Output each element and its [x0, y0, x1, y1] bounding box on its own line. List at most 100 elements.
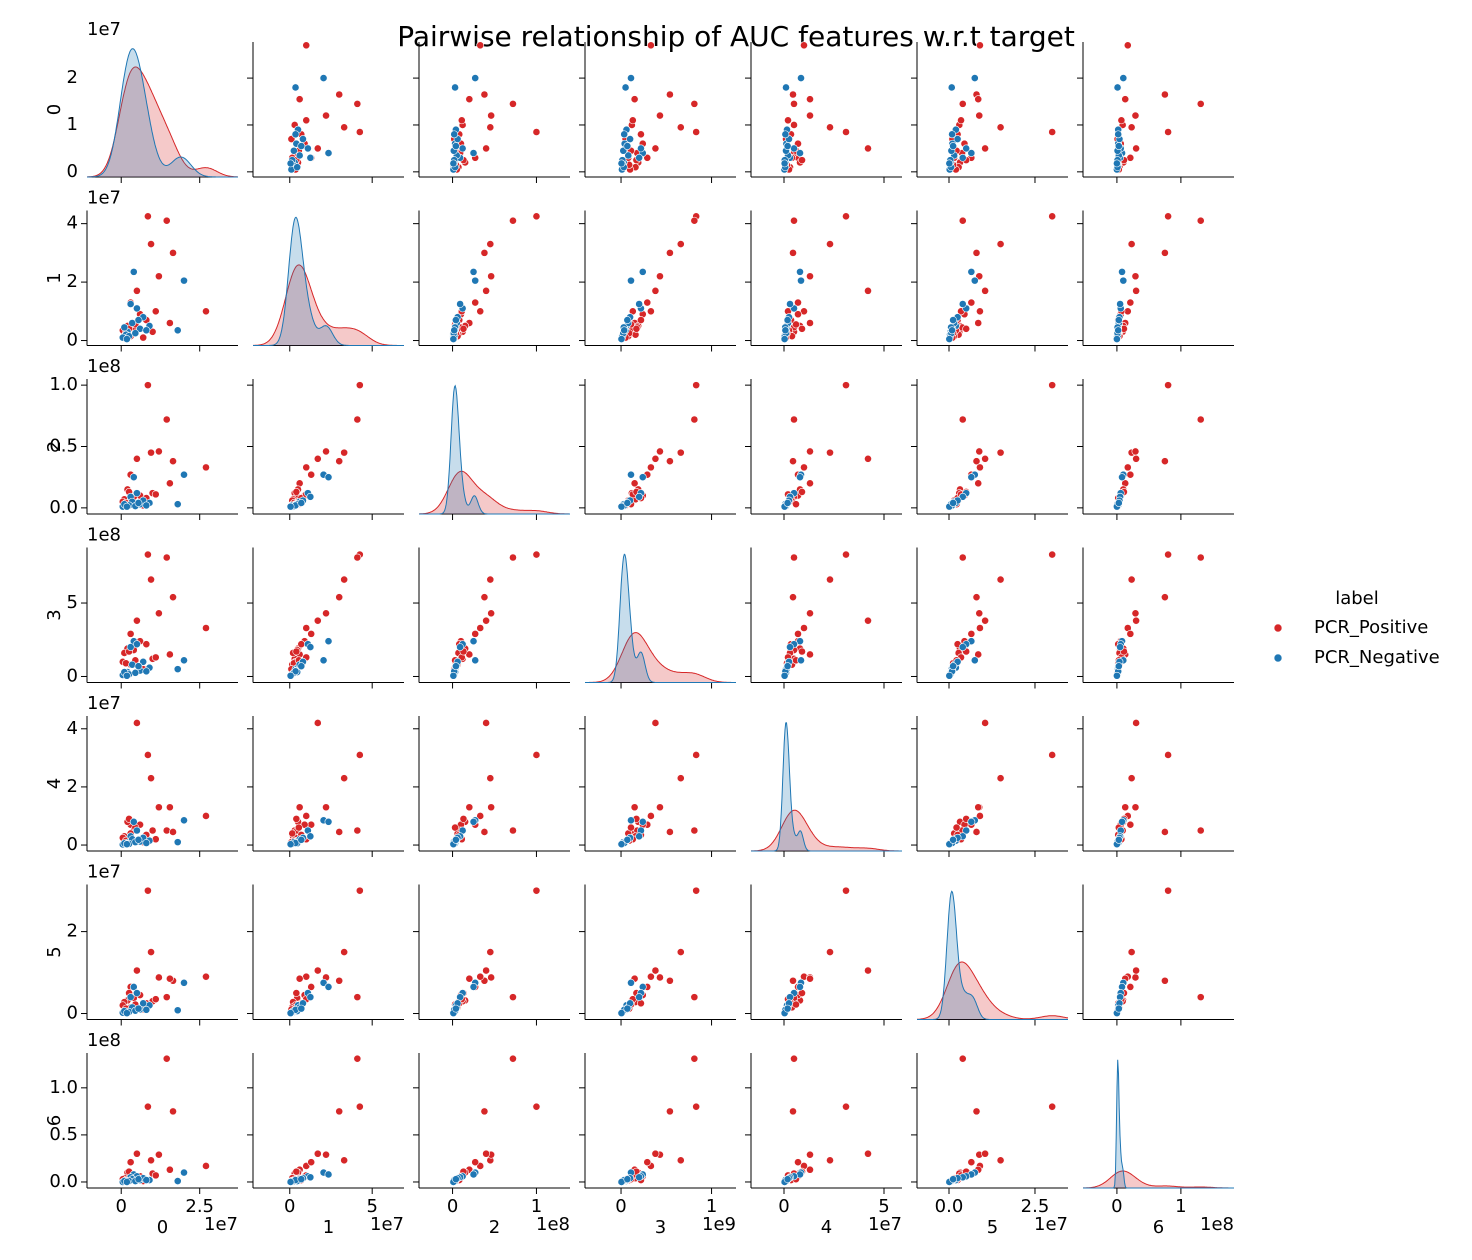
scatter-point — [975, 111, 984, 120]
scatter-point — [1126, 298, 1135, 307]
scatter-point — [1127, 948, 1136, 956]
panel: 0.0 2.5 — [911, 1053, 1068, 1217]
scatter-point — [1131, 973, 1140, 982]
panel — [413, 547, 570, 689]
scatter-point — [169, 1107, 177, 1116]
scatter-point — [457, 116, 466, 125]
y-axis-label: 2 — [44, 441, 65, 452]
scatter-point — [949, 499, 958, 507]
scatter-point — [353, 415, 362, 424]
scatter-point — [949, 662, 958, 671]
scatter-point — [480, 593, 489, 602]
scatter-point — [789, 976, 797, 985]
scatter-point — [340, 948, 349, 956]
scatter-point — [638, 267, 647, 276]
panel — [247, 884, 404, 1026]
scatter-point — [486, 774, 495, 783]
scatter-point — [173, 500, 182, 509]
scatter-point — [465, 95, 474, 104]
y-axis-label: 5 — [44, 946, 65, 957]
scatter-point — [1196, 216, 1205, 225]
scatter-point — [623, 1175, 632, 1184]
scatter-point — [469, 1170, 478, 1179]
scatter-point — [292, 1167, 301, 1176]
scatter-point — [180, 1168, 188, 1177]
scatter-point — [949, 316, 958, 324]
scatter-point — [690, 415, 699, 424]
scatter-point — [676, 1156, 685, 1165]
scatter-point — [623, 1004, 632, 1013]
x-offset: 1e8 — [1200, 1214, 1234, 1235]
scatter-point — [129, 982, 138, 991]
scatter-point — [826, 948, 834, 956]
scatter-point — [656, 447, 664, 456]
scatter-point — [1113, 159, 1121, 168]
scatter-point — [842, 381, 850, 390]
scatter-point — [148, 826, 157, 835]
scatter-point — [790, 1054, 798, 1063]
scatter-point — [1127, 240, 1136, 249]
scatter-point — [180, 978, 188, 987]
scatter-point — [340, 1156, 349, 1165]
scatter-point — [967, 149, 976, 157]
scatter-point — [864, 616, 872, 625]
scatter-point — [480, 90, 489, 99]
scatter-point — [131, 668, 140, 677]
scatter-point — [147, 1156, 155, 1165]
scatter-point — [1131, 272, 1140, 281]
scatter-point — [456, 643, 465, 651]
scatter-point — [996, 240, 1005, 249]
scatter-point — [202, 812, 210, 820]
scatter-point — [623, 316, 632, 324]
scatter-point — [632, 324, 641, 333]
scatter-point — [806, 1150, 814, 1159]
scatter-point — [469, 267, 478, 276]
scatter-point — [452, 142, 460, 150]
scatter-point — [972, 593, 981, 602]
scatter-point — [666, 976, 674, 985]
scatter-point — [302, 116, 311, 125]
scatter-point — [638, 473, 647, 482]
scatter-point — [133, 286, 141, 295]
scatter-point — [864, 144, 872, 153]
scatter-point — [783, 662, 792, 671]
scatter-point — [692, 128, 701, 136]
scatter-point — [1114, 835, 1123, 844]
kde-area — [1083, 1171, 1234, 1188]
scatter-point — [165, 479, 174, 488]
scatter-point — [313, 454, 322, 463]
scatter-point — [133, 454, 141, 463]
scatter-point — [666, 828, 674, 836]
scatter-point — [142, 839, 151, 847]
kde-line — [917, 961, 1069, 1020]
scatter-point — [967, 298, 976, 307]
scatter-point — [476, 812, 485, 820]
scatter-point — [469, 817, 478, 826]
scatter-point — [1113, 83, 1122, 92]
scatter-point — [656, 803, 664, 812]
scatter-point — [180, 276, 188, 285]
scatter-point — [635, 993, 644, 1002]
scatter-point — [134, 835, 143, 844]
scatter-point — [295, 95, 304, 104]
scatter-point — [967, 629, 976, 638]
scatter-point — [1048, 212, 1057, 221]
panel — [745, 547, 902, 689]
scatter-point — [449, 159, 458, 168]
y-axis-label: 4 — [44, 778, 65, 789]
scatter-point — [509, 1054, 517, 1063]
scatter-point — [617, 159, 626, 168]
panel — [413, 210, 570, 352]
scatter-point — [134, 316, 143, 324]
scatter-point — [842, 886, 850, 895]
panel — [745, 379, 902, 520]
scatter-point — [486, 123, 495, 132]
scatter-point — [302, 624, 311, 632]
scatter-point — [180, 656, 188, 665]
scatter-point — [302, 972, 311, 981]
scatter-point — [144, 550, 152, 559]
scatter-point — [480, 248, 489, 257]
scatter-point — [128, 319, 137, 327]
scatter-point — [355, 381, 364, 390]
